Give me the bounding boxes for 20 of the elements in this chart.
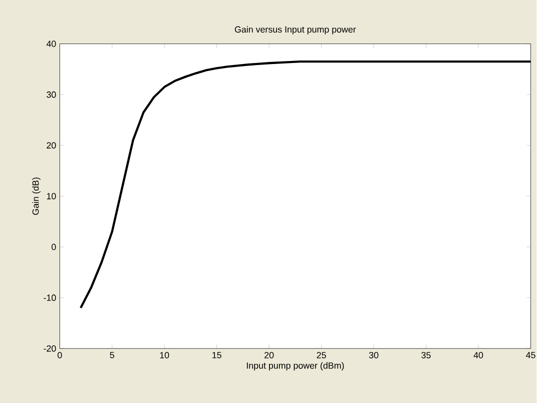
chart-title: Gain versus Input pump power	[234, 26, 356, 34]
x-tick-label: 35	[421, 352, 431, 358]
y-tick-label: 40	[46, 40, 56, 47]
x-tick-label: 10	[160, 352, 170, 358]
x-tick-label: 15	[212, 352, 222, 358]
y-tick-label: 20	[46, 142, 56, 148]
y-tick-label: 30	[46, 91, 56, 98]
y-tick-label: 10	[47, 192, 56, 200]
x-tick-label: 20	[264, 352, 274, 358]
x-tick-label: 0	[58, 352, 62, 358]
x-axis-title: Input pump power (dBm)	[246, 362, 344, 370]
x-tick-label: 30	[369, 352, 378, 358]
x-tick-label: 45	[526, 352, 536, 358]
x-tick-label: 5	[110, 352, 114, 358]
y-tick-label: 0	[52, 244, 56, 250]
x-tick-label: 25	[316, 352, 326, 358]
x-tick-label: 40	[474, 352, 484, 358]
y-tick-label: -20	[44, 345, 56, 352]
y-axis-title: Gain (dB)	[32, 177, 41, 215]
y-tick-label: -10	[44, 294, 56, 301]
